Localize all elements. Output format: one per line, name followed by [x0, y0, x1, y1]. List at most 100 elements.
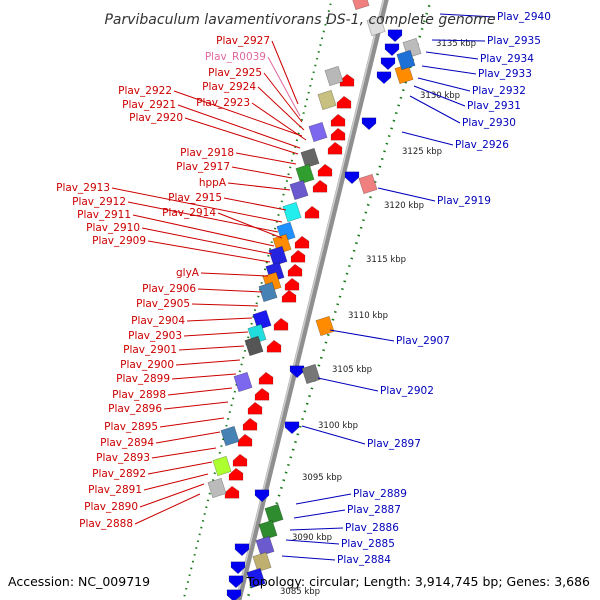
left-label-leader-line [139, 483, 205, 508]
left-gene-label[interactable]: Plav_2909 [92, 235, 146, 247]
left-gene-label[interactable]: Plav_2892 [92, 468, 146, 480]
left-gene-label[interactable]: Plav_2888 [79, 518, 133, 530]
right-gene-label[interactable]: Plav_2886 [345, 522, 399, 534]
forward-gene-arrow [258, 371, 274, 385]
right-label-leader-line [425, 51, 479, 60]
left-gene-label[interactable]: Plav_2896 [108, 403, 162, 415]
left-gene-label[interactable]: Plav_2922 [118, 85, 172, 97]
forward-gene-arrow [294, 235, 310, 249]
left-label-leader-line [184, 117, 299, 155]
left-label-leader-line [183, 331, 249, 337]
left-gene-label[interactable]: hppA [199, 177, 227, 189]
reverse-gene-arrow [344, 171, 360, 185]
right-gene-label[interactable]: Plav_2933 [478, 68, 532, 80]
left-gene-label[interactable]: Plav_2917 [176, 161, 230, 173]
scale-tick-label: 3100 kbp [318, 421, 358, 431]
gene-feature-block [207, 477, 227, 499]
right-label-leader-line [413, 85, 466, 107]
right-gene-label[interactable]: Plav_2935 [487, 35, 541, 47]
left-gene-label[interactable]: Plav_2911 [77, 209, 131, 221]
gene-feature-block [350, 0, 370, 11]
left-gene-label[interactable]: Plav_2904 [131, 315, 185, 327]
left-gene-label[interactable]: Plav_2895 [104, 421, 158, 433]
left-label-leader-line [186, 317, 253, 322]
left-label-leader-line [177, 104, 301, 149]
left-gene-label[interactable]: Plav_2905 [136, 298, 190, 310]
left-gene-label[interactable]: Plav_2915 [168, 192, 222, 204]
right-label-leader-line [289, 527, 344, 531]
left-gene-label[interactable]: Plav_2893 [96, 452, 150, 464]
gene-feature-block [358, 173, 378, 195]
left-gene-label[interactable]: Plav_2898 [112, 389, 166, 401]
scale-tick-label: 3115 kbp [366, 255, 406, 265]
left-gene-label[interactable]: Plav_2913 [56, 182, 110, 194]
gene-feature-block [212, 455, 232, 477]
right-label-leader-line [317, 377, 379, 392]
reverse-gene-arrow [361, 117, 377, 131]
left-label-leader-line [167, 387, 233, 396]
right-gene-label[interactable]: Plav_2940 [497, 11, 551, 23]
left-label-leader-line [155, 431, 221, 444]
right-gene-labels: Plav_2940 Plav_2935 Plav_2934 Plav_2933 Plav… [281, 11, 551, 566]
reverse-gene-arrow [387, 29, 403, 43]
reverse-gene-arrow [234, 543, 250, 557]
gene-feature-block [396, 49, 416, 71]
left-label-leader-line [267, 56, 301, 117]
reverse-gene-arrow [289, 365, 305, 379]
left-gene-label[interactable]: Plav_2927 [216, 35, 270, 47]
inner-tick-rail [182, 0, 333, 600]
left-gene-label[interactable]: Plav_2918 [180, 147, 234, 159]
right-gene-label[interactable]: Plav_2897 [367, 438, 421, 450]
right-gene-label[interactable]: Plav_2934 [480, 53, 534, 65]
right-gene-label[interactable]: Plav_2885 [341, 538, 395, 550]
left-label-leader-line [151, 447, 217, 459]
right-gene-label[interactable]: Plav_2884 [337, 554, 391, 566]
left-gene-label[interactable]: Plav_2890 [84, 501, 138, 513]
right-label-leader-line [281, 555, 336, 561]
right-gene-label[interactable]: Plav_2932 [472, 85, 526, 97]
left-gene-label[interactable]: Plav_2891 [88, 484, 142, 496]
gene-feature-block [252, 551, 272, 573]
right-gene-label[interactable]: Plav_2902 [380, 385, 434, 397]
forward-gene-arrow [237, 433, 253, 447]
left-label-leader-line [175, 359, 241, 366]
forward-gene-arrow [290, 249, 306, 263]
scale-tick-label: 3095 kbp [302, 473, 342, 483]
right-gene-label[interactable]: Plav_2926 [455, 139, 509, 151]
right-label-leader-line [431, 39, 486, 42]
left-label-leader-line [147, 461, 213, 475]
left-gene-label[interactable]: Plav_2900 [120, 359, 174, 371]
left-label-leader-line [132, 214, 275, 247]
gene-feature-block [295, 163, 315, 185]
right-gene-label[interactable]: Plav_2907 [396, 335, 450, 347]
right-gene-label[interactable]: Plav_2887 [347, 504, 401, 516]
left-gene-label[interactable]: Plav_2914 [162, 207, 216, 219]
forward-gene-arrow [242, 417, 258, 431]
left-gene-label[interactable]: Plav_2910 [86, 222, 140, 234]
reverse-gene-arrow [284, 421, 300, 435]
forward-gene-arrow [284, 277, 300, 291]
left-gene-label[interactable]: Plav_2920 [129, 112, 183, 124]
right-gene-label[interactable]: Plav_2930 [462, 117, 516, 129]
left-label-leader-line [200, 272, 269, 277]
right-gene-label[interactable]: Plav_2889 [353, 488, 407, 500]
left-gene-label[interactable]: Plav_2912 [72, 196, 126, 208]
left-gene-label[interactable]: Plav_2903 [128, 330, 182, 342]
reverse-gene-arrow [384, 43, 400, 57]
right-gene-label[interactable]: Plav_2919 [437, 195, 491, 207]
left-gene-label[interactable]: Plav_2906 [142, 283, 196, 295]
left-gene-label[interactable]: Plav_2894 [100, 437, 154, 449]
left-gene-label[interactable]: Plav_2901 [123, 344, 177, 356]
left-label-leader-line [141, 227, 273, 255]
right-gene-label[interactable]: Plav_2931 [467, 100, 521, 112]
left-gene-label[interactable]: Plav_2923 [196, 97, 250, 109]
scale-tick-label: 3085 kbp [280, 587, 320, 597]
left-gene-label[interactable]: glyA [176, 267, 200, 279]
right-label-leader-line [301, 425, 366, 445]
left-gene-label[interactable]: Plav_2925 [208, 67, 262, 79]
left-gene-label[interactable]: Plav_2899 [116, 373, 170, 385]
left-gene-label[interactable]: Plav_2924 [202, 81, 256, 93]
gene-feature-block [252, 309, 272, 331]
left-gene-label[interactable]: Plav_R0039 [205, 51, 266, 63]
left-gene-label[interactable]: Plav_2921 [122, 99, 176, 111]
